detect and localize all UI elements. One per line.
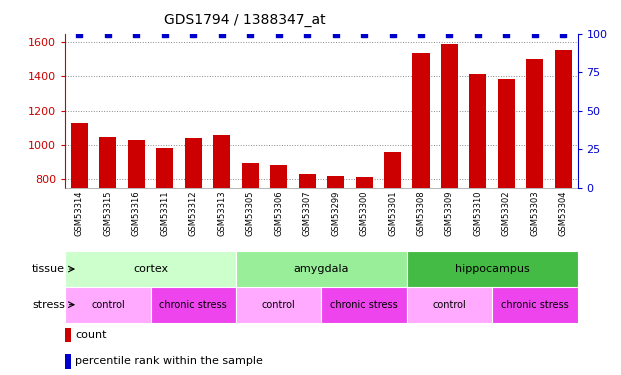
Bar	[236, 287, 322, 322]
Bar	[99, 137, 117, 188]
Text: control: control	[433, 300, 466, 310]
Bar	[156, 148, 173, 188]
Text: GSM53300: GSM53300	[360, 190, 368, 236]
Text: GSM53310: GSM53310	[473, 190, 483, 236]
Bar	[65, 328, 71, 342]
Text: GSM53313: GSM53313	[217, 190, 226, 236]
Point	[217, 31, 227, 37]
Text: GSM53302: GSM53302	[502, 190, 511, 236]
Text: GSM53314: GSM53314	[75, 190, 84, 236]
Point	[132, 31, 142, 37]
Text: GDS1794 / 1388347_at: GDS1794 / 1388347_at	[164, 13, 325, 27]
Text: chronic stress: chronic stress	[501, 300, 569, 310]
Text: GSM53307: GSM53307	[302, 190, 312, 236]
Bar	[150, 287, 236, 322]
Text: percentile rank within the sample: percentile rank within the sample	[76, 356, 263, 366]
Point	[416, 31, 426, 37]
Bar	[299, 174, 315, 188]
Point	[558, 31, 568, 37]
Text: GSM53304: GSM53304	[559, 190, 568, 236]
Bar	[242, 163, 259, 188]
Point	[160, 31, 170, 37]
Bar	[65, 354, 71, 369]
Bar	[71, 123, 88, 188]
Text: GSM53308: GSM53308	[417, 190, 425, 236]
Text: count: count	[76, 330, 107, 340]
Bar	[441, 44, 458, 188]
Bar	[185, 138, 202, 188]
Bar	[407, 251, 578, 287]
Bar	[384, 152, 401, 188]
Point	[359, 31, 369, 37]
Point	[330, 31, 340, 37]
Bar	[527, 59, 543, 188]
Bar	[412, 53, 430, 188]
Text: GSM53312: GSM53312	[189, 190, 197, 236]
Point	[473, 31, 483, 37]
Point	[501, 31, 511, 37]
Point	[75, 31, 84, 37]
Text: GSM53299: GSM53299	[331, 190, 340, 236]
Point	[188, 31, 198, 37]
Point	[245, 31, 255, 37]
Bar	[65, 251, 236, 287]
Point	[103, 31, 113, 37]
Text: chronic stress: chronic stress	[160, 300, 227, 310]
Text: GSM53316: GSM53316	[132, 190, 141, 236]
Text: GSM53305: GSM53305	[246, 190, 255, 236]
Text: control: control	[91, 300, 125, 310]
Text: stress: stress	[32, 300, 65, 310]
Bar	[236, 251, 407, 287]
Bar	[327, 176, 344, 188]
Bar	[469, 74, 486, 188]
Point	[388, 31, 397, 37]
Text: chronic stress: chronic stress	[330, 300, 398, 310]
Bar	[270, 165, 287, 188]
Text: GSM53306: GSM53306	[274, 190, 283, 236]
Text: control: control	[262, 300, 296, 310]
Bar	[407, 287, 492, 322]
Bar	[492, 287, 578, 322]
Point	[530, 31, 540, 37]
Text: GSM53315: GSM53315	[104, 190, 112, 236]
Text: cortex: cortex	[133, 264, 168, 274]
Text: GSM53303: GSM53303	[530, 190, 539, 236]
Text: hippocampus: hippocampus	[455, 264, 530, 274]
Point	[302, 31, 312, 37]
Text: GSM53301: GSM53301	[388, 190, 397, 236]
Bar	[355, 177, 373, 188]
Text: GSM53309: GSM53309	[445, 190, 454, 236]
Bar	[65, 287, 150, 322]
Bar	[555, 50, 572, 188]
Bar	[128, 140, 145, 188]
Point	[445, 31, 455, 37]
Text: GSM53311: GSM53311	[160, 190, 170, 236]
Text: tissue: tissue	[32, 264, 65, 274]
Text: amygdala: amygdala	[294, 264, 349, 274]
Bar	[213, 135, 230, 188]
Bar	[322, 287, 407, 322]
Bar	[498, 79, 515, 188]
Point	[274, 31, 284, 37]
